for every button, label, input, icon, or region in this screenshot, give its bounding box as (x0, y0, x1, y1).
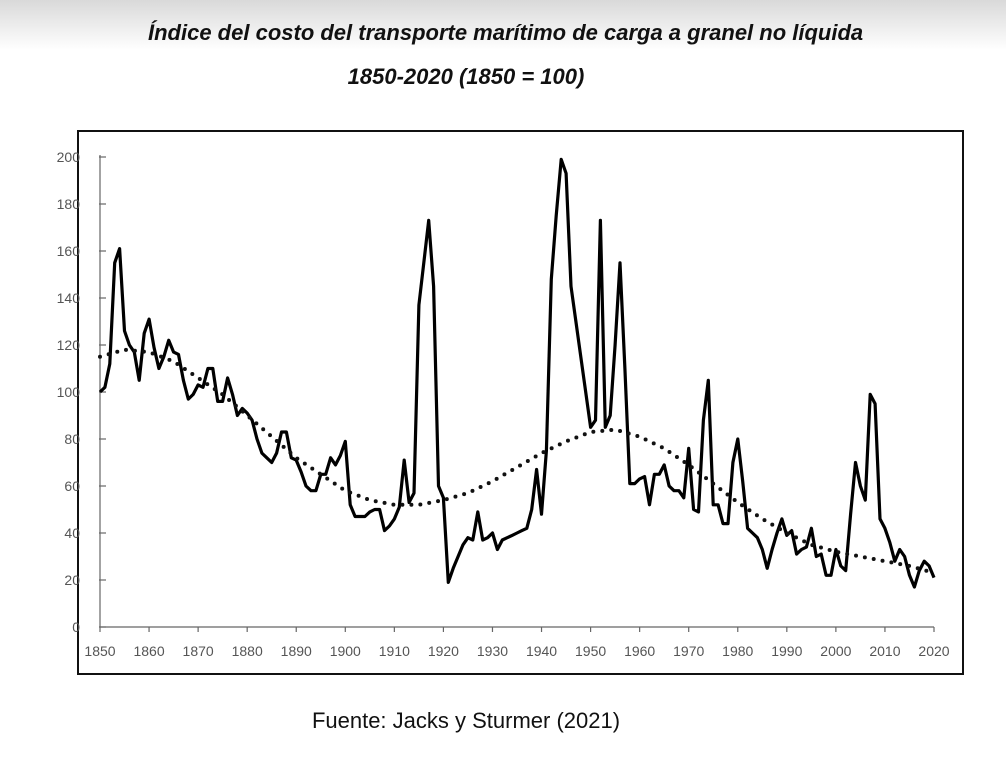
x-tick-label: 1950 (575, 643, 606, 659)
index-line-series (98, 157, 936, 589)
x-tick-label: 1980 (722, 643, 753, 659)
y-tick-label: 140 (57, 290, 81, 306)
x-tick-label: 1880 (232, 643, 263, 659)
x-tick-label: 1990 (771, 643, 802, 659)
y-tick-label: 40 (64, 525, 80, 541)
y-tick-label: 0 (72, 619, 80, 635)
top-bar (0, 0, 1006, 50)
y-tick-label: 20 (64, 572, 80, 588)
chart-title: Índice del costo del transporte marítimo… (148, 20, 864, 45)
x-tick-label: 1940 (526, 643, 557, 659)
x-tick-label: 2000 (820, 643, 851, 659)
source-note: Fuente: Jacks y Sturmer (2021) (311, 708, 621, 733)
x-tick-label: 2010 (869, 643, 900, 659)
chart-subtitle: 1850-2020 (1850 = 100) (347, 64, 585, 89)
x-tick-label: 1960 (624, 643, 655, 659)
trend-line-series (98, 347, 936, 575)
y-tick-label: 120 (57, 337, 81, 353)
x-tick-label: 1850 (84, 643, 115, 659)
chart-frame (77, 130, 964, 675)
y-tick-label: 180 (57, 196, 81, 212)
x-tick-label: 1970 (673, 643, 704, 659)
x-tick-label: 1910 (379, 643, 410, 659)
x-tick-label: 2020 (918, 643, 949, 659)
y-tick-label: 100 (57, 384, 81, 400)
x-tick-label: 1890 (281, 643, 312, 659)
x-tick-label: 1900 (330, 643, 361, 659)
y-tick-label: 200 (57, 149, 81, 165)
x-tick-label: 1860 (133, 643, 164, 659)
x-tick-label: 1870 (183, 643, 214, 659)
y-tick-label: 60 (64, 478, 80, 494)
x-tick-label: 1920 (428, 643, 459, 659)
y-tick-label: 160 (57, 243, 81, 259)
y-tick-label: 80 (64, 431, 80, 447)
x-tick-label: 1930 (477, 643, 508, 659)
